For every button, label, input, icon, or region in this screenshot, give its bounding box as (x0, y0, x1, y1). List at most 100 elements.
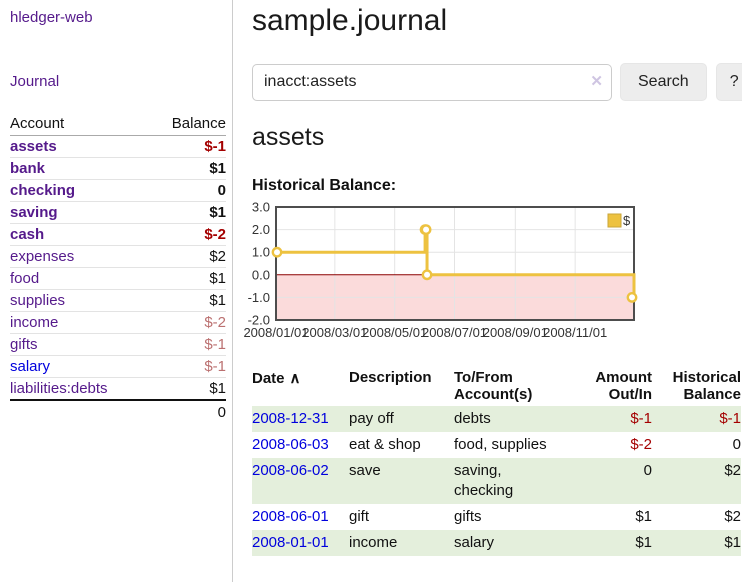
account-balance: $-2 (148, 311, 226, 334)
register-header-balance: Historical Balance (672, 369, 741, 403)
account-balance: 0 (148, 179, 226, 202)
transaction-amount: $1 (635, 508, 652, 525)
account-link-income[interactable]: income (10, 314, 59, 331)
transaction-description: gift (349, 508, 370, 525)
accounts-total: 0 (148, 399, 226, 424)
svg-text:2008/11/01: 2008/11/01 (543, 325, 607, 340)
account-balance: $-1 (148, 333, 226, 356)
register-header-row: Date ∧ Description To/From Account(s) Amo… (252, 366, 741, 406)
account-balance: $-2 (148, 223, 226, 246)
account-link-checking[interactable]: checking (10, 182, 76, 199)
account-row: bank $1 (10, 157, 226, 180)
transaction-accounts: salary (454, 534, 495, 551)
register-row: 2008-01-01 income salary $1 $1 (252, 530, 741, 556)
sidebar-item-journal[interactable]: Journal (10, 73, 60, 90)
transaction-description: save (349, 462, 381, 479)
transaction-amount: 0 (643, 462, 652, 479)
svg-text:2008/03/01: 2008/03/01 (302, 325, 367, 340)
transaction-description: eat & shop (349, 436, 421, 453)
account-row: supplies $1 (10, 289, 226, 312)
accounts-header-balance: Balance (148, 112, 226, 136)
account-link-salary[interactable]: salary (10, 358, 51, 375)
register-header-amount: Amount Out/In (595, 369, 652, 403)
register-row: 2008-06-01 gift gifts $1 $2 (252, 504, 741, 530)
account-row: income $-2 (10, 311, 226, 334)
account-balance: $1 (148, 289, 226, 312)
search-button[interactable]: Search (620, 63, 707, 101)
main-content: sample.journal ✕ Search ? assets Histori… (233, 0, 742, 582)
account-row: liabilities:debts $1 (10, 377, 226, 400)
account-link-assets[interactable]: assets (10, 138, 57, 155)
account-row: food $1 (10, 267, 226, 290)
svg-text:2.0: 2.0 (252, 222, 270, 237)
account-link-gifts[interactable]: gifts (10, 336, 38, 353)
transaction-amount: $-1 (630, 410, 652, 427)
svg-text:3.0: 3.0 (252, 201, 270, 215)
svg-text:0.0: 0.0 (252, 267, 270, 282)
page-title: sample.journal (252, 4, 448, 37)
transaction-date-link[interactable]: 2008-06-01 (252, 508, 329, 525)
transaction-accounts: gifts (454, 508, 482, 525)
sort-ascending-icon: ∧ (289, 370, 301, 387)
account-row: assets $-1 (10, 136, 226, 158)
accounts-total-row: 0 (10, 399, 226, 424)
account-row: cash $-2 (10, 223, 226, 246)
transaction-balance: $2 (724, 462, 741, 479)
transaction-balance: $2 (724, 508, 741, 525)
account-balance: $1 (148, 201, 226, 224)
balance-chart: 3.0 2.0 1.0 0.0 -1.0 -2.02008/01/012008/03/01… (243, 201, 638, 340)
transaction-amount: $1 (635, 534, 652, 551)
transaction-date-link[interactable]: 2008-06-03 (252, 436, 329, 453)
account-heading: assets (252, 123, 325, 151)
account-link-supplies[interactable]: supplies (10, 292, 66, 309)
register-row: 2008-12-31 pay off debts $-1 $-1 (252, 406, 741, 432)
transaction-balance: $-1 (719, 410, 741, 427)
register-row: 2008-06-02 save saving, checking 0 $2 (252, 458, 741, 504)
transaction-accounts: debts (454, 410, 491, 427)
search-input[interactable] (252, 63, 612, 101)
account-row: expenses $2 (10, 245, 226, 268)
brand-link[interactable]: hledger-web (10, 9, 93, 26)
transaction-balance: 0 (732, 436, 741, 453)
svg-text:2008/07/01: 2008/07/01 (422, 325, 487, 340)
account-row: gifts $-1 (10, 333, 226, 356)
account-link-saving[interactable]: saving (10, 204, 58, 221)
transaction-date-link[interactable]: 2008-06-02 (252, 462, 329, 479)
transaction-accounts: saving, checking (454, 462, 514, 499)
account-balance: $-1 (204, 138, 226, 155)
transaction-amount: $-2 (630, 436, 652, 453)
clear-search-icon[interactable]: ✕ (590, 72, 603, 90)
account-link-expenses[interactable]: expenses (10, 248, 75, 265)
account-row: checking 0 (10, 179, 226, 202)
svg-text:-2.0: -2.0 (248, 313, 270, 328)
account-balance: $-1 (148, 355, 226, 378)
sidebar: hledger-web Journal Account Balance asse… (0, 0, 233, 582)
accounts-table: Account Balance assets $-1 bank $1 check… (10, 112, 226, 424)
register-table: Date ∧ Description To/From Account(s) Amo… (252, 366, 741, 556)
account-row: saving $1 (10, 201, 226, 224)
accounts-header-account: Account (10, 112, 149, 136)
help-button[interactable]: ? (715, 63, 742, 101)
account-link-liabilities-debts[interactable]: liabilities:debts (10, 380, 108, 397)
transaction-date-link[interactable]: 2008-01-01 (252, 534, 329, 551)
account-link-food[interactable]: food (10, 270, 40, 287)
account-balance: $1 (148, 377, 226, 400)
account-row: salary $-1 (10, 355, 226, 378)
accounts-header-row: Account Balance (10, 112, 226, 136)
account-link-cash[interactable]: cash (10, 226, 45, 243)
transaction-balance: $1 (724, 534, 741, 551)
svg-text:2008/05/01: 2008/05/01 (362, 325, 427, 340)
register-header-tofrom: To/From Account(s) (454, 369, 533, 403)
transaction-accounts: food, supplies (454, 436, 547, 453)
svg-text:$: $ (623, 213, 631, 228)
search-form: ✕ Search ? (252, 63, 742, 101)
account-balance: $1 (148, 157, 226, 180)
transaction-description: income (349, 534, 398, 551)
chart-title: Historical Balance: (252, 177, 397, 194)
register-header-date[interactable]: Date ∧ (252, 370, 301, 387)
transaction-date-link[interactable]: 2008-12-31 (252, 410, 329, 427)
svg-text:2008/01/01: 2008/01/01 (243, 325, 308, 340)
svg-text:-1.0: -1.0 (248, 290, 270, 305)
account-link-bank[interactable]: bank (10, 160, 46, 177)
